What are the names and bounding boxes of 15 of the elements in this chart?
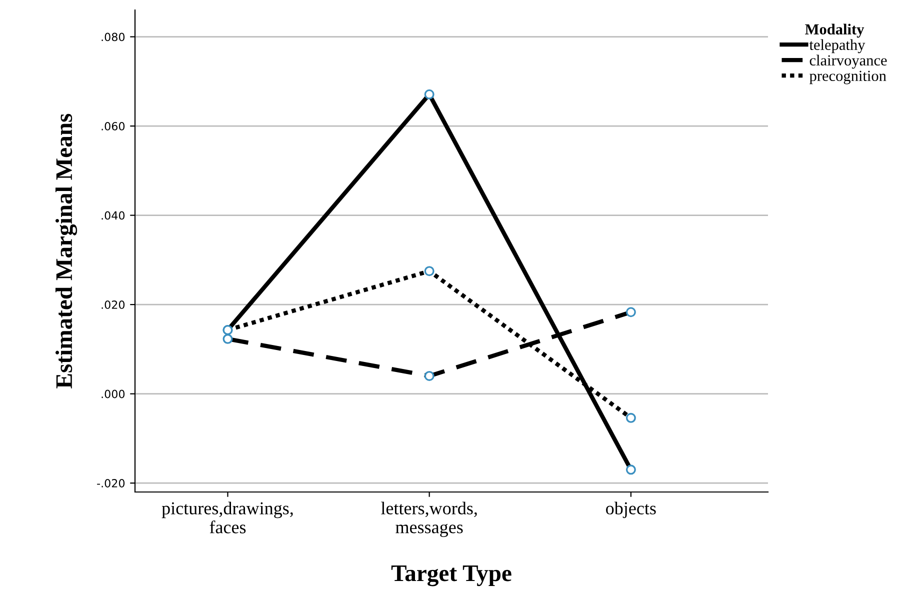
x-tick-label: objects: [606, 502, 656, 518]
x-tick-label: letters,words, messages: [381, 502, 477, 538]
y-axis-title: Estimated Marginal Means: [55, 114, 78, 388]
legend-label: precognition: [809, 70, 886, 84]
x-tick-label: pictures,drawings, faces: [162, 502, 293, 534]
y-tick-label: .060: [102, 122, 125, 130]
x-axis-title: Target Type: [391, 566, 512, 586]
y-tick-label: .020: [102, 300, 125, 309]
y-tick-label: .040: [102, 211, 125, 220]
y-tick-label: .000: [102, 390, 125, 398]
legend-label: telepathy: [809, 39, 866, 54]
y-tick-label: .080: [102, 32, 125, 42]
legend-title: Modality: [805, 24, 864, 38]
y-tick-label: -.020: [97, 479, 125, 488]
legend-label: clairvoyance: [810, 54, 887, 69]
